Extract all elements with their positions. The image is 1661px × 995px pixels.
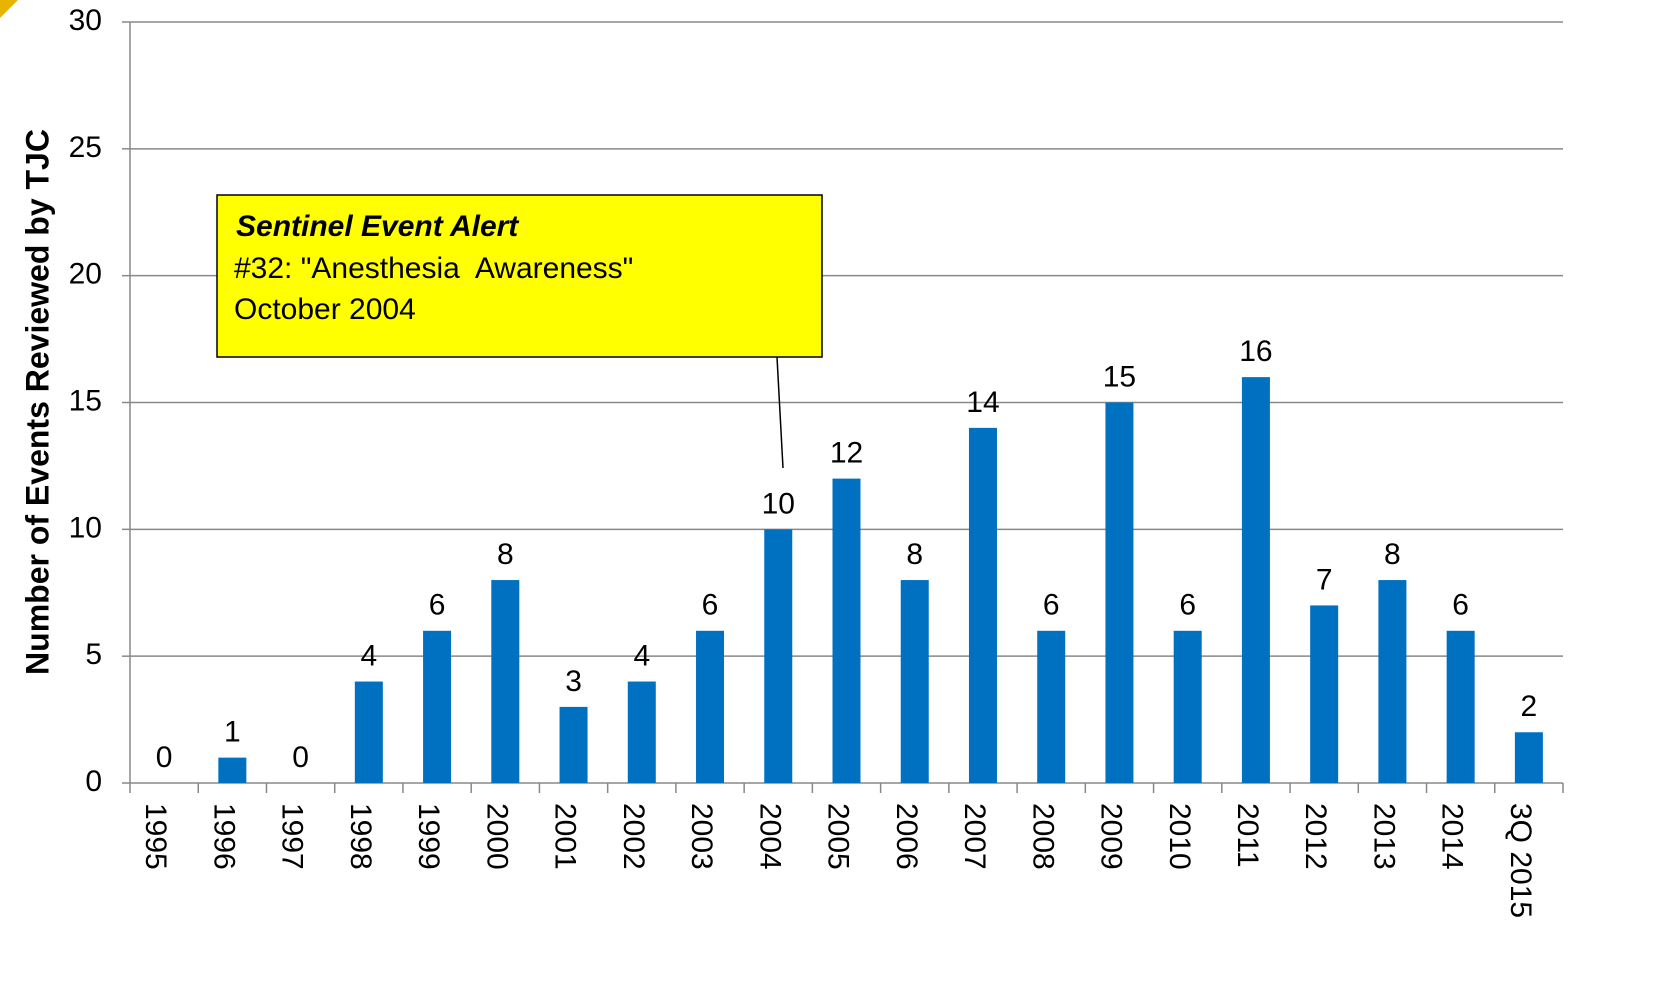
bar [1173, 630, 1202, 783]
bar [218, 757, 247, 783]
annotation-box [216, 194, 823, 358]
y-tick-label: 0 [85, 765, 102, 798]
corner-decoration [0, 0, 18, 18]
x-tick-label: 1996 [207, 803, 240, 870]
bar [1514, 732, 1543, 783]
bar [1378, 580, 1407, 783]
bar [354, 681, 383, 783]
y-tick-label: 25 [69, 131, 102, 164]
annotation-title: Sentinel Event Alert [236, 210, 520, 243]
bar [1037, 630, 1066, 783]
x-tick-label: 2005 [822, 803, 855, 870]
x-tick-label: 1998 [344, 803, 377, 870]
annotation-line: October 2004 [234, 293, 416, 326]
x-tick-label: 1995 [139, 803, 172, 870]
value-label: 10 [762, 487, 795, 520]
bar [1105, 402, 1134, 783]
y-tick-label: 5 [85, 638, 102, 671]
value-label: 8 [497, 538, 514, 571]
x-tick-label: 2012 [1299, 803, 1332, 870]
x-tick-label: 2010 [1163, 803, 1196, 870]
y-axis-label: Number of Events Reviewed by TJC [19, 129, 55, 675]
bar [968, 427, 997, 783]
bar [559, 706, 588, 783]
bar [832, 478, 861, 783]
bar [696, 630, 725, 783]
value-label: 6 [429, 589, 446, 622]
bar [491, 580, 520, 783]
x-tick-label: 3Q 2015 [1504, 803, 1537, 918]
x-tick-label: 2007 [958, 803, 991, 870]
x-tick-label: 2009 [1095, 803, 1128, 870]
y-tick-label: 20 [69, 258, 102, 291]
value-label: 8 [1384, 538, 1401, 571]
value-label: 0 [292, 741, 309, 774]
value-label: 16 [1239, 335, 1272, 368]
annotation-leader [776, 356, 784, 469]
bar [764, 529, 793, 783]
value-label: 0 [156, 741, 173, 774]
value-label: 4 [360, 639, 377, 672]
bar [900, 580, 929, 783]
value-label: 3 [565, 665, 582, 698]
y-tick-label: 15 [69, 384, 102, 417]
value-label: 6 [1043, 589, 1060, 622]
annotation-line: #32: "Anesthesia Awareness" [234, 252, 633, 285]
value-label: 15 [1103, 360, 1136, 393]
x-tick-label: 2008 [1026, 803, 1059, 870]
x-tick-label: 2014 [1436, 803, 1469, 870]
x-tick-label: 2002 [617, 803, 650, 870]
bar [1310, 605, 1339, 783]
value-label: 6 [1179, 589, 1196, 622]
x-tick-label: 2013 [1367, 803, 1400, 870]
bar [1241, 377, 1270, 783]
y-tick-label: 30 [69, 4, 102, 37]
plot-area: 0 5 10 15 20 25 30 1995 0 1996 1 1997 0 1998 4 1999 6 200… [69, 4, 1564, 918]
x-tick-label: 2006 [890, 803, 923, 870]
bar [1446, 630, 1475, 783]
x-tick-label: 2001 [549, 803, 582, 870]
value-label: 2 [1521, 690, 1538, 723]
y-tick-label: 10 [69, 511, 102, 544]
value-label: 1 [224, 716, 241, 749]
value-label: 14 [966, 386, 999, 419]
value-label: 4 [633, 639, 650, 672]
value-label: 8 [906, 538, 923, 571]
x-tick-label: 1999 [412, 803, 445, 870]
value-label: 6 [702, 589, 719, 622]
x-tick-label: 2000 [480, 803, 513, 870]
value-label: 12 [830, 437, 863, 470]
x-tick-label: 2011 [1231, 803, 1264, 868]
bar [627, 681, 656, 783]
value-label: 6 [1452, 589, 1469, 622]
value-label: 7 [1316, 563, 1333, 596]
x-tick-label: 1997 [276, 803, 309, 870]
x-tick-label: 2004 [753, 803, 786, 870]
x-tick-label: 2003 [685, 803, 718, 870]
bar [423, 630, 452, 783]
